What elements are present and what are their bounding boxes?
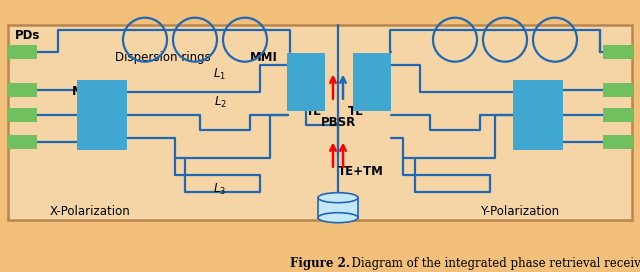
Bar — [318, 198, 358, 218]
Bar — [353, 53, 391, 111]
Text: MMI: MMI — [72, 85, 100, 98]
Bar — [603, 45, 633, 59]
Bar — [77, 80, 127, 150]
Text: Diagram of the integrated phase retrieval receiver: Diagram of the integrated phase retrieva… — [344, 256, 640, 270]
Text: MMI: MMI — [250, 51, 278, 64]
Text: $L_3$: $L_3$ — [214, 182, 227, 197]
Bar — [7, 135, 37, 149]
Bar — [287, 53, 325, 111]
Text: Dispersion rings: Dispersion rings — [115, 51, 211, 64]
Bar — [8, 25, 632, 220]
Text: PBSR: PBSR — [321, 116, 356, 129]
Ellipse shape — [318, 213, 358, 223]
Bar — [603, 135, 633, 149]
Text: Figure 2.: Figure 2. — [290, 256, 350, 270]
Text: Y-Polarization: Y-Polarization — [481, 205, 559, 218]
Text: $L_1$: $L_1$ — [214, 67, 227, 82]
Text: $L_2$: $L_2$ — [214, 95, 227, 110]
Text: TE: TE — [306, 105, 322, 118]
Bar — [603, 83, 633, 97]
Bar — [513, 80, 563, 150]
Bar — [7, 83, 37, 97]
Bar — [7, 108, 37, 122]
Text: TE+TM: TE+TM — [338, 165, 384, 178]
Bar — [7, 45, 37, 59]
Bar — [603, 108, 633, 122]
Text: TE: TE — [348, 105, 364, 118]
Text: PDs: PDs — [15, 29, 40, 42]
Text: X-Polarization: X-Polarization — [50, 205, 131, 218]
Ellipse shape — [318, 193, 358, 203]
